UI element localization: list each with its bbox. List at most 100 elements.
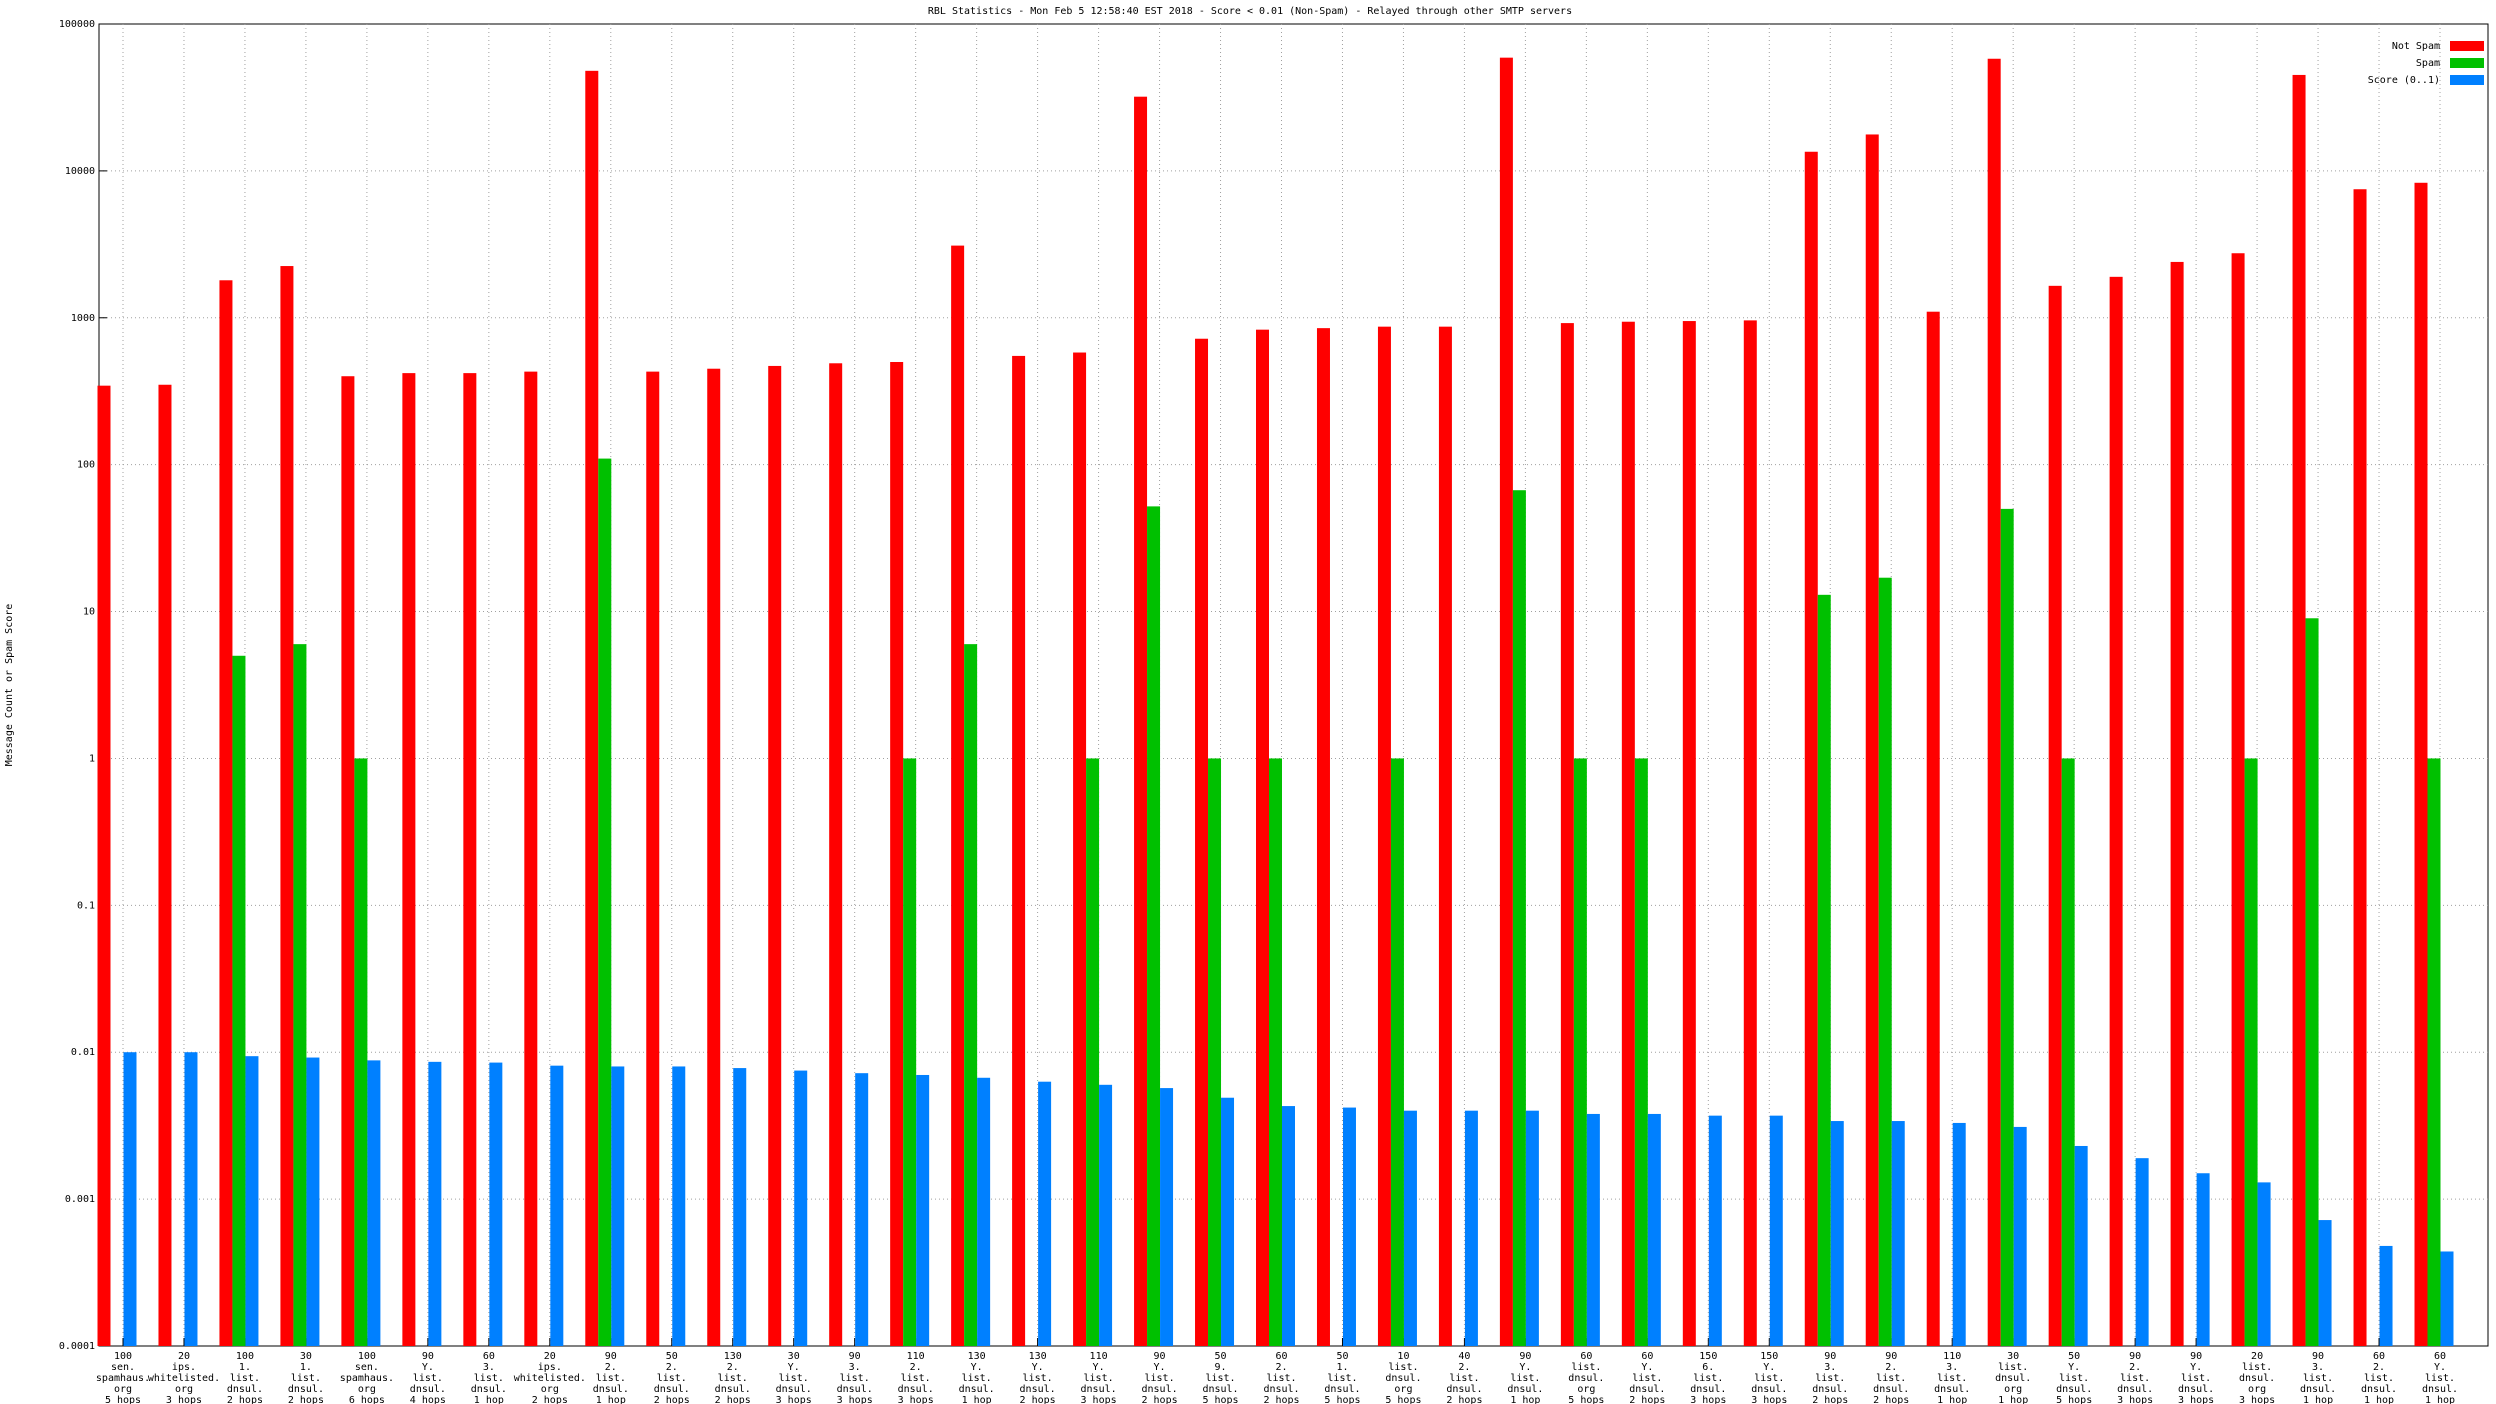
bar <box>1634 758 1648 1346</box>
x-tick-label: org <box>1394 1384 1412 1395</box>
x-tick-label: Y. <box>2190 1362 2202 1373</box>
y-tick-label: 10 <box>83 607 95 618</box>
x-tick-label: 130 <box>1029 1351 1047 1362</box>
bar <box>1512 490 1526 1346</box>
bar <box>977 1077 991 1346</box>
x-tick-label: dnsul. <box>1020 1384 1056 1395</box>
bar <box>1160 1088 1174 1346</box>
x-tick-label: dnsul. <box>2239 1373 2275 1384</box>
bar <box>794 1070 808 1346</box>
x-tick-label: 5 hops <box>1324 1395 1360 1404</box>
x-tick-label: 50 <box>666 1351 678 1362</box>
x-tick-label: 2 hops <box>1020 1395 1056 1404</box>
x-tick-label: 90 <box>2190 1351 2202 1362</box>
x-tick-label: list. <box>596 1373 626 1384</box>
x-tick-label: list. <box>2120 1373 2150 1384</box>
x-tick-label: 90 <box>2312 1351 2324 1362</box>
x-tick-label: dnsul. <box>1324 1384 1360 1395</box>
y-tick-label: 100 <box>77 460 95 471</box>
x-tick-label: Y. <box>1093 1362 1105 1373</box>
bar <box>890 361 904 1346</box>
x-tick-label: 60 <box>2373 1351 2385 1362</box>
x-tick-label: 2. <box>727 1362 739 1373</box>
bar <box>707 368 721 1346</box>
y-tick-label: 10000 <box>65 166 95 177</box>
bar <box>598 458 612 1346</box>
bar <box>2048 285 2062 1347</box>
x-tick-label: 60 <box>2434 1351 2446 1362</box>
x-tick-label: 1 hop <box>2425 1395 2455 1404</box>
bar <box>2000 508 2014 1346</box>
bar <box>1221 1097 1235 1346</box>
x-tick-label: dnsul. <box>1995 1373 2031 1384</box>
x-tick-label: 1. <box>300 1362 312 1373</box>
x-tick-label: list. <box>962 1373 992 1384</box>
bar <box>1952 1122 1966 1346</box>
bar <box>245 1056 259 1346</box>
x-tick-label: 40 <box>1458 1351 1470 1362</box>
bar <box>1708 1115 1722 1346</box>
x-tick-label: dnsul. <box>1202 1384 1238 1395</box>
bar <box>1621 321 1635 1347</box>
x-tick-label: 4 hops <box>410 1395 446 1404</box>
x-tick-label: 3 hops <box>837 1395 873 1404</box>
x-tick-label: 2 hops <box>1141 1395 1177 1404</box>
x-tick-label: list. <box>1754 1373 1784 1384</box>
x-tick-label: 5 hops <box>1568 1395 1604 1404</box>
x-tick-label: spamhaus. <box>340 1373 394 1384</box>
x-tick-label: dnsul. <box>1446 1384 1482 1395</box>
x-tick-label: 50 <box>1336 1351 1348 1362</box>
legend-label: Not Spam <box>2392 41 2440 52</box>
x-tick-label: 3. <box>483 1362 495 1373</box>
bar <box>1282 1106 1295 1346</box>
bar <box>306 1057 320 1346</box>
bar <box>1647 1113 1661 1346</box>
x-tick-label: 3. <box>2312 1362 2324 1373</box>
x-tick-label: 1 hop <box>1510 1395 1540 1404</box>
x-tick-label: 3 hops <box>776 1395 812 1404</box>
x-tick-label: 1 hop <box>474 1395 504 1404</box>
legend-label: Spam <box>2416 58 2440 69</box>
x-tick-label: list. <box>901 1373 931 1384</box>
bar <box>1208 758 1222 1346</box>
x-tick-label: 1 hop <box>962 1395 992 1404</box>
bar <box>2231 253 2245 1347</box>
x-tick-label: dnsul. <box>1507 1384 1543 1395</box>
x-tick-label: 2 hops <box>1629 1395 1665 1404</box>
x-tick-label: 2. <box>2373 1362 2385 1373</box>
x-tick-label: list. <box>2242 1362 2272 1373</box>
x-tick-label: list. <box>413 1373 443 1384</box>
bar <box>1878 577 1892 1346</box>
x-tick-label: 150 <box>1699 1351 1717 1362</box>
x-tick-label: org <box>175 1384 193 1395</box>
x-tick-label: 2. <box>2129 1362 2141 1373</box>
x-tick-label: list. <box>718 1373 748 1384</box>
x-tick-label: 1. <box>239 1362 251 1373</box>
bar <box>489 1062 503 1346</box>
x-tick-label: Y. <box>1763 1362 1775 1373</box>
bar <box>232 655 246 1346</box>
x-tick-label: list. <box>1084 1373 1114 1384</box>
x-tick-label: 6. <box>1702 1362 1714 1373</box>
bar <box>646 371 660 1346</box>
y-axis-label: Message Count or Spam Score <box>4 604 15 767</box>
x-tick-label: list. <box>1266 1373 1296 1384</box>
x-tick-label: 50 <box>1215 1351 1227 1362</box>
x-tick-label: 3 hops <box>166 1395 202 1404</box>
x-tick-label: 90 <box>1885 1351 1897 1362</box>
bar <box>1390 758 1404 1346</box>
x-tick-label: org <box>114 1384 132 1395</box>
x-tick-label: Y. <box>2434 1362 2446 1373</box>
bar <box>1086 758 1100 1346</box>
bar <box>2292 74 2306 1347</box>
bar <box>1038 1081 1052 1346</box>
y-tick-label: 0.1 <box>77 900 95 911</box>
x-tick-label: 3 hops <box>1690 1395 1726 1404</box>
x-tick-label: 2 hops <box>1263 1395 1299 1404</box>
bar <box>916 1074 930 1346</box>
x-tick-label: list. <box>2181 1373 2211 1384</box>
x-tick-label: Y. <box>788 1362 800 1373</box>
x-tick-label: dnsul. <box>1873 1384 1909 1395</box>
x-tick-label: 130 <box>724 1351 742 1362</box>
x-tick-label: list. <box>1693 1373 1723 1384</box>
